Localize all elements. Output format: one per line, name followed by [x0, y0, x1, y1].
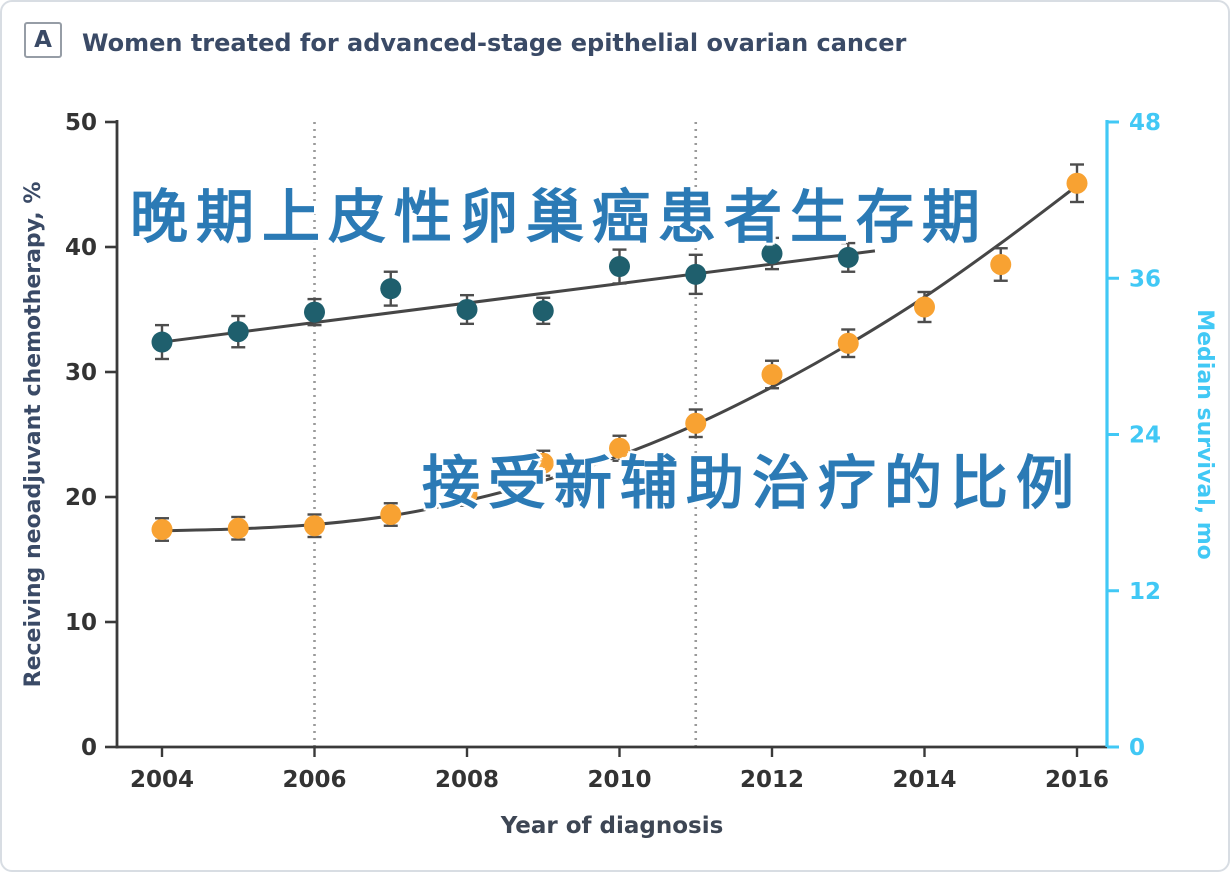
x-axis-tick-label: 2010 [587, 767, 651, 793]
median-survival-point [151, 331, 173, 353]
right-axis-tick-label: 12 [1129, 579, 1161, 605]
median-survival-point [685, 263, 707, 285]
median-survival-point [227, 321, 249, 343]
median-survival-trend-line [161, 249, 876, 344]
right-axis-tick-label: 36 [1129, 266, 1161, 292]
neoadjuvant-chemotherapy-point [151, 519, 173, 540]
panel-label: A [24, 22, 62, 58]
neoadjuvant-chemotherapy-point [990, 254, 1012, 275]
left-axis-tick-label: 40 [65, 235, 97, 261]
left-axis-tick-label: 50 [65, 110, 97, 136]
left-axis-tick-label: 0 [81, 735, 97, 761]
right-axis-tick-label: 48 [1129, 110, 1161, 136]
right-axis-tick-label: 0 [1129, 735, 1145, 761]
neoadjuvant-chemotherapy-point [456, 484, 478, 505]
neoadjuvant-chemotherapy-point [227, 517, 249, 539]
median-survival-point [380, 278, 402, 300]
x-axis-tick-label: 2014 [892, 767, 956, 793]
median-survival-point [609, 256, 630, 278]
x-axis-tick-label: 2008 [435, 767, 499, 793]
x-axis-tick-label: 2012 [740, 767, 804, 793]
neoadjuvant-chemotherapy-point [837, 332, 859, 354]
neoadjuvant-chemotherapy-point [761, 364, 783, 385]
median-survival-point [304, 301, 325, 323]
x-axis-tick-label: 2006 [282, 767, 346, 793]
x-axis-tick-label: 2004 [130, 767, 194, 793]
median-survival-point [837, 246, 859, 268]
figure-header: A Women treated for advanced-stage epith… [2, 2, 1228, 72]
left-axis-tick-label: 30 [65, 360, 97, 386]
left-axis-tick-label: 20 [65, 485, 97, 511]
neoadjuvant-chemotherapy-point [914, 296, 935, 318]
median-survival-point [456, 299, 478, 320]
right-axis-tick-label: 24 [1129, 423, 1161, 449]
neoadjuvant-chemotherapy-point [304, 515, 325, 537]
median-survival-point [532, 300, 554, 322]
neoadjuvant-chemotherapy-point [532, 452, 554, 474]
x-axis-tick-label: 2016 [1045, 767, 1109, 793]
watermark-line2: 接受新辅助治疗的比例 [422, 449, 1083, 517]
neoadjuvant-chemotherapy-point [685, 412, 707, 434]
x-axis-title: Year of diagnosis [500, 813, 724, 839]
right-axis-title: Median survival, mo [1192, 309, 1217, 560]
median-survival-point [761, 243, 783, 265]
neoadjuvant-chemotherapy-point [380, 504, 402, 525]
left-axis-tick-label: 10 [65, 610, 97, 636]
watermark-line1: 晚期上皮性卵巢癌患者生存期 [130, 183, 989, 251]
panel-title: Women treated for advanced-stage epithel… [82, 29, 907, 57]
left-axis-title: Receiving neoadjuvant chemotherapy, % [21, 182, 46, 688]
neoadjuvant-chemotherapy-point [1066, 172, 1088, 194]
neoadjuvant-chemotherapy-point [609, 437, 630, 459]
